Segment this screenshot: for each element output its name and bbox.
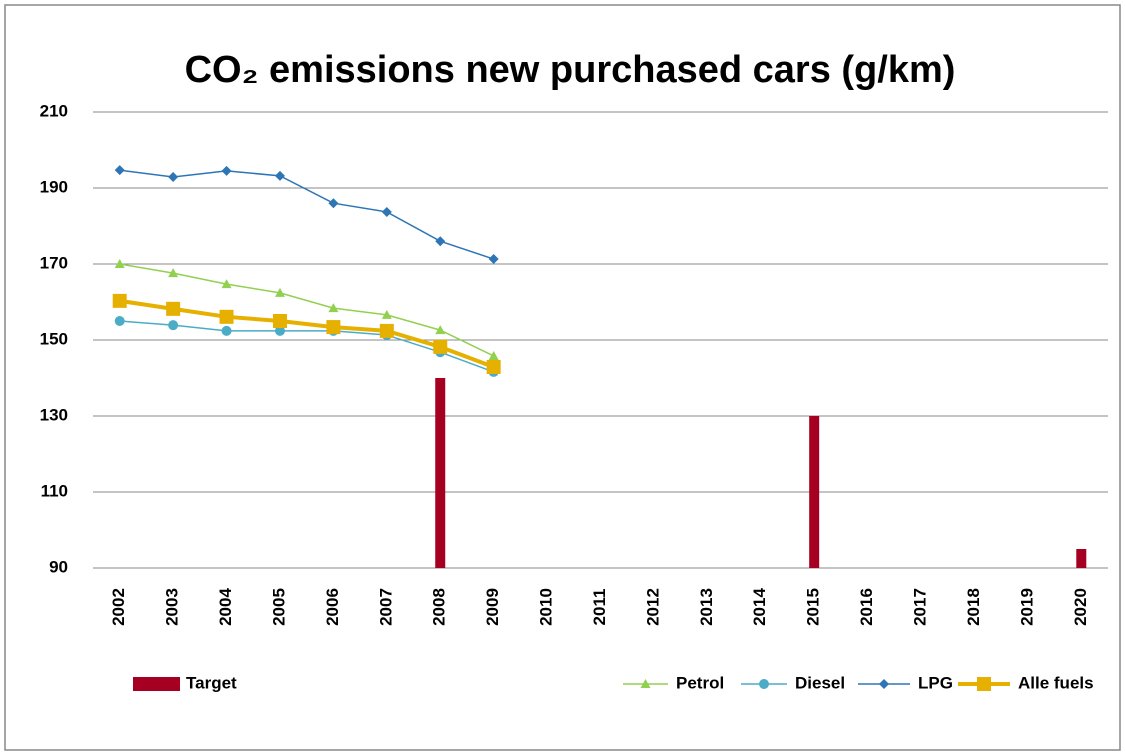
marker — [221, 165, 232, 176]
marker — [274, 170, 285, 181]
x-tick-label: 2016 — [857, 588, 876, 626]
x-tick-label: 2010 — [537, 588, 556, 626]
marker — [879, 679, 889, 689]
marker — [114, 316, 125, 326]
x-tick-label: 2009 — [483, 588, 502, 626]
bar — [1076, 549, 1087, 568]
marker — [221, 279, 232, 289]
x-tick-label: 2019 — [1017, 588, 1036, 626]
marker — [272, 314, 287, 328]
marker — [379, 323, 394, 338]
marker — [486, 359, 501, 374]
x-tick-label: 2017 — [911, 588, 930, 626]
marker — [114, 259, 125, 268]
x-tick-label: 2018 — [964, 588, 983, 626]
bar — [435, 378, 446, 568]
marker — [221, 325, 232, 336]
x-tick-label: 2003 — [163, 588, 182, 626]
marker — [381, 206, 392, 217]
series-line — [119, 169, 494, 260]
y-tick-label: 190 — [40, 177, 68, 196]
y-tick-label: 110 — [41, 481, 68, 500]
series-line — [119, 263, 494, 357]
x-tick-label: 2012 — [643, 588, 662, 626]
marker — [488, 350, 499, 360]
marker — [433, 339, 448, 354]
marker — [166, 301, 181, 316]
y-tick-label: 130 — [40, 405, 68, 424]
legend-label: LPG — [918, 673, 953, 692]
x-tick-label: 2020 — [1071, 588, 1090, 626]
marker — [114, 165, 125, 176]
chart-border — [4, 4, 1121, 751]
series-line — [119, 320, 494, 373]
bar — [809, 416, 820, 568]
marker — [640, 679, 651, 688]
marker — [219, 309, 234, 324]
marker — [274, 325, 285, 336]
x-tick-label: 2006 — [323, 588, 342, 626]
legend-label: Petrol — [676, 673, 724, 692]
x-tick-label: 2011 — [590, 589, 609, 626]
marker — [326, 320, 341, 335]
y-tick-label: 90 — [49, 557, 68, 576]
chart-title: CO₂ emissions new purchased cars (g/km) — [185, 49, 956, 91]
series-line — [119, 298, 495, 369]
x-tick-label: 2013 — [697, 588, 716, 626]
x-tick-label: 2005 — [269, 588, 288, 626]
marker — [328, 303, 339, 313]
marker — [977, 677, 991, 691]
marker — [328, 198, 339, 209]
marker — [381, 309, 392, 319]
legend-swatch — [133, 677, 180, 691]
marker — [435, 325, 446, 335]
marker — [168, 320, 179, 331]
x-tick-label: 2008 — [430, 588, 449, 626]
y-tick-label: 210 — [40, 101, 68, 120]
x-tick-label: 2015 — [804, 588, 823, 626]
x-tick-label: 2014 — [750, 588, 769, 626]
marker — [488, 254, 499, 265]
x-tick-label: 2004 — [216, 588, 235, 626]
legend-label: Diesel — [795, 673, 845, 692]
y-tick-label: 170 — [40, 253, 68, 272]
marker — [435, 236, 446, 247]
y-tick-label: 150 — [40, 329, 68, 348]
marker — [168, 171, 179, 182]
legend-label: Target — [186, 673, 237, 692]
x-tick-label: 2002 — [109, 588, 128, 626]
marker — [759, 679, 769, 689]
marker — [168, 268, 179, 278]
marker — [112, 293, 127, 308]
marker — [274, 287, 285, 297]
x-tick-label: 2007 — [376, 588, 395, 626]
legend-label: Alle fuels — [1018, 673, 1094, 692]
